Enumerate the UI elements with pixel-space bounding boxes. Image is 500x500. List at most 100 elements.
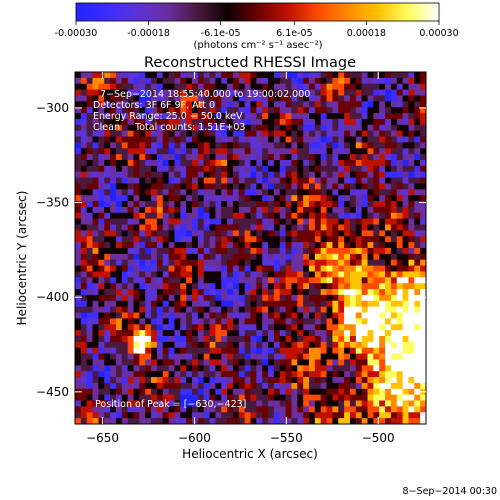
heatmap-cell	[75, 177, 82, 184]
heatmap-cell	[256, 224, 263, 231]
heatmap-cell	[98, 312, 105, 319]
heatmap-cell	[256, 154, 263, 161]
heatmap-cell	[86, 113, 93, 120]
heatmap-cell	[279, 394, 286, 401]
heatmap-cell	[314, 72, 322, 79]
heatmap-cell	[273, 365, 281, 372]
heatmap-cell	[145, 377, 152, 384]
heatmap-cell	[209, 136, 216, 143]
heatmap-cell	[390, 218, 398, 225]
heatmap-cell	[273, 218, 281, 225]
heatmap-cell	[420, 183, 426, 190]
heatmap-cell	[344, 142, 351, 149]
heatmap-cell	[115, 189, 123, 196]
heatmap-cell	[221, 124, 228, 132]
heatmap-cell	[151, 271, 158, 278]
heatmap-cell	[309, 418, 316, 424]
heatmap-cell	[285, 177, 292, 184]
heatmap-cell	[244, 318, 251, 325]
heatmap-cell	[390, 242, 398, 249]
heatmap-cell	[420, 177, 426, 184]
heatmap-cell	[168, 412, 175, 419]
heatmap-cell	[326, 189, 333, 196]
heatmap-cell	[262, 388, 269, 396]
heatmap-cell	[250, 312, 257, 319]
heatmap-cell	[279, 212, 286, 220]
heatmap-cell	[98, 177, 105, 184]
heatmap-cell	[256, 324, 263, 331]
heatmap-cell	[297, 382, 304, 390]
heatmap-cell	[232, 206, 240, 214]
heatmap-cell	[379, 212, 386, 220]
heatmap-cell	[209, 271, 216, 278]
heatmap-cell	[309, 148, 316, 155]
heatmap-cell	[273, 212, 281, 220]
heatmap-cell	[115, 412, 123, 419]
heatmap-cell	[215, 312, 222, 319]
heatmap-cell	[139, 406, 146, 413]
heatmap-cell	[244, 107, 251, 114]
heatmap-cell	[402, 371, 409, 378]
heatmap-cell	[373, 183, 380, 190]
heatmap-cell	[320, 89, 327, 96]
heatmap-cell	[414, 224, 421, 231]
heatmap-cell	[232, 107, 240, 114]
heatmap-cell	[80, 160, 88, 167]
heatmap-cell	[145, 72, 152, 79]
heatmap-cell	[279, 195, 286, 202]
heatmap-cell	[110, 318, 117, 325]
heatmap-cell	[162, 394, 169, 401]
heatmap-cell	[320, 83, 327, 90]
heatmap-cell	[291, 336, 298, 343]
heatmap-cell	[396, 394, 403, 401]
heatmap-cell	[209, 394, 216, 401]
heatmap-cell	[367, 341, 374, 349]
heatmap-cell	[402, 341, 409, 349]
heatmap-cell	[80, 341, 88, 349]
heatmap-cell	[379, 195, 386, 202]
heatmap-cell	[402, 283, 409, 290]
heatmap-cell	[232, 306, 240, 313]
heatmap-cell	[273, 336, 281, 343]
heatmap-cell	[80, 253, 88, 261]
heatmap-cell	[203, 206, 210, 214]
heatmap-cell	[367, 406, 374, 413]
heatmap-cell	[227, 265, 234, 272]
heatmap-cell	[262, 130, 269, 137]
heatmap-cell	[314, 289, 322, 296]
heatmap-cell	[309, 124, 316, 132]
heatmap-cell	[414, 253, 421, 261]
heatmap-cell	[151, 248, 158, 255]
heatmap-cell	[420, 312, 426, 319]
heatmap-cell	[320, 324, 327, 331]
heatmap-cell	[221, 242, 228, 249]
heatmap-cell	[256, 318, 263, 325]
heatmap-cell	[385, 271, 392, 278]
heatmap-cell	[279, 382, 286, 390]
heatmap-cell	[361, 72, 368, 79]
heatmap-cell	[127, 101, 134, 108]
heatmap-cell	[285, 142, 292, 149]
heatmap-cell	[92, 130, 99, 137]
heatmap-cell	[75, 195, 82, 202]
heatmap-cell	[291, 382, 298, 390]
heatmap-cell	[244, 130, 251, 137]
heatmap-cell	[344, 218, 351, 225]
heatmap-cell	[238, 312, 246, 319]
heatmap-cell	[186, 177, 193, 184]
heatmap-cell	[279, 101, 286, 108]
heatmap-cell	[402, 400, 409, 407]
heatmap-cell	[396, 113, 403, 120]
heatmap-cell	[127, 283, 134, 290]
heatmap-cell	[104, 271, 111, 278]
heatmap-cell	[390, 118, 398, 126]
heatmap-cell	[379, 371, 386, 378]
heatmap-cell	[168, 201, 175, 208]
heatmap-cell	[402, 265, 409, 272]
heatmap-cell	[390, 359, 398, 366]
heatmap-cell	[379, 136, 386, 143]
heatmap-cell	[75, 212, 82, 220]
heatmap-cell	[285, 230, 292, 237]
heatmap-cell	[250, 224, 257, 231]
heatmap-cell	[361, 189, 368, 196]
